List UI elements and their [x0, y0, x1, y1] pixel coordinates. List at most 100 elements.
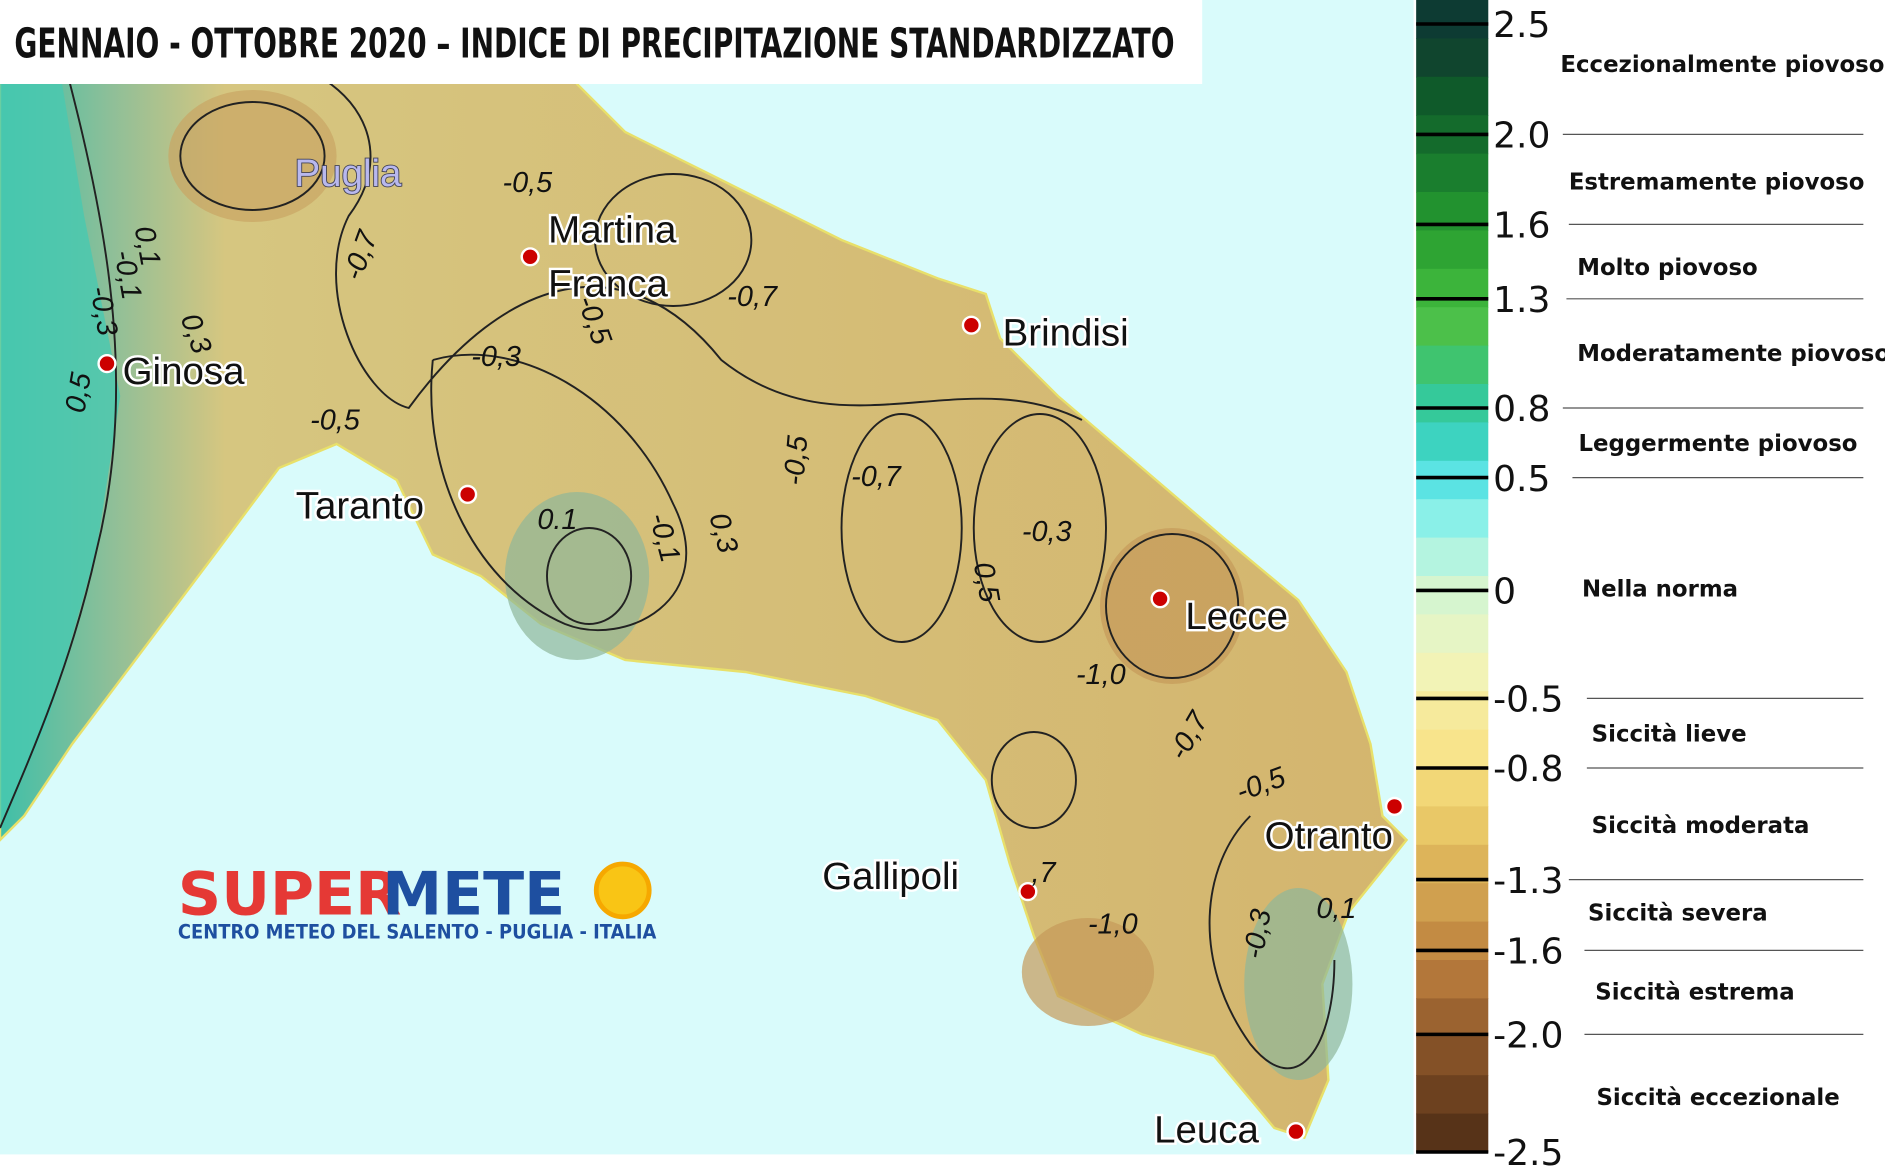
region-label: Puglia	[295, 152, 403, 195]
dry-zone	[1021, 918, 1155, 1026]
colorbar-band	[1416, 844, 1489, 884]
logo: SUPER METE CENTRO METEO DEL SALENTO - PU…	[178, 859, 657, 943]
cities: Martina Franca Brindisi Ginosa Taranto Lecce O…	[97, 206, 1405, 1154]
colorbar-band	[1416, 729, 1489, 769]
city-dot	[961, 315, 981, 335]
city-label: Leuca	[1154, 1108, 1259, 1151]
city-dot	[520, 247, 540, 267]
logo-sun	[593, 861, 652, 920]
logo-tagline: CENTRO METEO DEL SALENTO - PUGLIA - ITAL…	[178, 920, 657, 943]
wet-zone	[1244, 888, 1353, 1080]
dry-zone	[168, 90, 337, 222]
colorbar-band	[1416, 153, 1489, 193]
contour-label: ,7	[1031, 857, 1056, 889]
colorbar-band	[1416, 0, 1489, 39]
colorbar-band	[1416, 614, 1489, 654]
city-dot	[1150, 589, 1170, 609]
contour-label: 0,5	[967, 560, 1006, 606]
logo-blue: METE	[382, 859, 565, 929]
colorbar-band	[1416, 422, 1489, 462]
city-label: Lecce	[1185, 595, 1288, 638]
class-label: Siccità estrema	[1595, 980, 1794, 1006]
class-label: Molto piovoso	[1577, 255, 1757, 281]
wet-zone	[504, 492, 650, 660]
contour-label: 0,5	[60, 369, 99, 415]
wet-zone	[0, 0, 121, 828]
contour-label: 0,1	[1316, 893, 1356, 925]
tick-label: -1.3	[1493, 861, 1563, 902]
colorbar-band	[1416, 268, 1489, 308]
city-label: Gallipoli	[822, 855, 959, 898]
class-label: Siccità eccezionale	[1596, 1085, 1839, 1111]
tick-label: 0	[1493, 572, 1516, 613]
legend-bg	[1413, 0, 1885, 1170]
colorbar-band	[1416, 345, 1489, 385]
tick-label: -1.6	[1493, 932, 1563, 973]
class-label: Moderatamente piovoso	[1577, 341, 1885, 367]
city-label: Brindisi	[1003, 312, 1129, 355]
contour-label: -0,5	[503, 167, 554, 199]
colorbar-band	[1416, 537, 1489, 577]
colorbar-band	[1416, 76, 1489, 116]
city-dot	[97, 353, 117, 374]
colorbar-band	[1416, 883, 1489, 923]
colorbar-band	[1416, 499, 1489, 539]
class-label: Leggermente piovoso	[1578, 431, 1857, 457]
city-dot	[1384, 796, 1405, 816]
legend: 2.5 2.0 1.6 1.3 0.8 0.5 0 -0.5 -0.8 -1.3 -1.6 -2.0 -…	[1416, 0, 1885, 1170]
class-label: Siccità moderata	[1592, 813, 1810, 839]
contour-label: -0,5	[778, 433, 814, 486]
contour-label: -0,3	[471, 341, 521, 373]
contour-label: 0.1	[537, 504, 577, 536]
contour-label: -0,5	[310, 405, 361, 437]
class-label: Eccezionalmente piovoso	[1560, 52, 1884, 78]
contour-label: -0,3	[1022, 516, 1072, 548]
colorbar-band	[1416, 652, 1489, 692]
contour-label: -1,0	[1088, 909, 1138, 941]
city-label: Martina	[548, 208, 677, 251]
contour-label: -0,7	[851, 461, 902, 493]
tick-label: 0.8	[1493, 389, 1550, 430]
colorbar-band	[1416, 921, 1489, 961]
contour-label: 0,1	[128, 224, 167, 269]
city-label: Franca	[548, 262, 668, 305]
tick-label: -0.5	[1493, 680, 1563, 721]
colorbar-band	[1416, 998, 1489, 1038]
tick-label: 1.6	[1493, 206, 1550, 247]
colorbar-band	[1416, 768, 1489, 807]
colorbar-band	[1416, 307, 1489, 347]
class-label: Nella norma	[1582, 576, 1738, 602]
city-dot	[1286, 1122, 1306, 1142]
logo-red: SUPER	[178, 859, 401, 929]
colorbar-band	[1416, 1036, 1489, 1076]
dry-zone	[1099, 528, 1245, 684]
land	[0, 0, 1409, 1140]
colorbar-band	[1416, 1075, 1489, 1115]
colorbar-band	[1416, 576, 1489, 615]
colorbar-band	[1416, 1113, 1489, 1153]
colorbar-band	[1416, 960, 1489, 999]
contour-label: -1,0	[1076, 659, 1126, 691]
colorbar-band	[1416, 230, 1489, 270]
colorbar-band	[1416, 460, 1489, 500]
tick-label: 1.3	[1493, 280, 1550, 321]
tick-label: 2.5	[1493, 5, 1550, 46]
contours	[0, 0, 1336, 1069]
city-dot	[458, 484, 478, 504]
title-box	[0, 0, 1203, 84]
city-label: Otranto	[1265, 814, 1393, 857]
tick-label: -2.0	[1493, 1016, 1563, 1057]
class-label: Siccità lieve	[1592, 722, 1747, 748]
tick-label: -2.5	[1493, 1133, 1563, 1170]
class-label: Estremamente piovoso	[1569, 170, 1865, 196]
tick-label: 0.5	[1493, 459, 1550, 500]
city-dot	[1018, 882, 1038, 902]
tick-label: 2.0	[1493, 116, 1550, 157]
class-label: Siccità severa	[1588, 900, 1768, 926]
title: GENNAIO - OTTOBRE 2020 – INDICE DI PRECI…	[14, 20, 1174, 68]
colorbar-band	[1416, 806, 1489, 846]
tick-label: -0.8	[1493, 749, 1563, 790]
contour-label: -0,7	[727, 281, 778, 313]
